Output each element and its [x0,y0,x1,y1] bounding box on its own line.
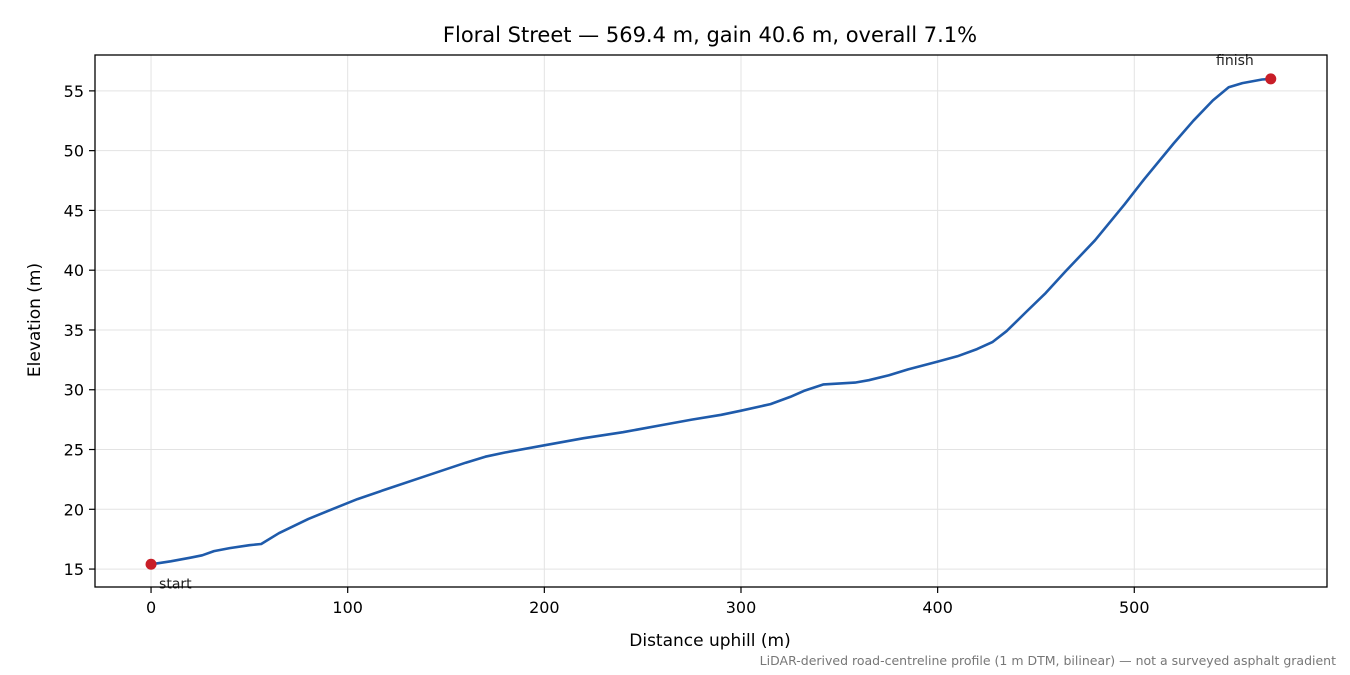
footnote: LiDAR-derived road-centreline profile (1… [760,653,1336,668]
y-tick-label: 50 [64,142,84,161]
y-tick-label: 55 [64,82,84,101]
elevation-line [149,77,1273,566]
x-axis-label: Distance uphill (m) [629,631,790,651]
y-tick-label: 30 [64,381,84,400]
y-tick-label: 40 [64,261,84,280]
plot-frame [94,54,1328,588]
y-tick-label: 35 [64,321,84,340]
x-tick-label: 200 [529,598,560,617]
start-label: start [159,576,192,592]
y-tick-label: 25 [64,441,84,460]
series-layer [149,77,1273,566]
x-tick-label: 500 [1119,598,1150,617]
y-tick-label: 20 [64,500,84,519]
x-tick-label: 100 [332,598,363,617]
chart-title: Floral Street — 569.4 m, gain 40.6 m, ov… [443,23,977,47]
x-tick-label: 300 [726,598,757,617]
grid [95,55,1327,587]
y-axis-label: Elevation (m) [25,263,45,377]
y-tick-label: 15 [64,560,84,579]
y-tick-label: 45 [64,201,84,220]
start-marker [145,558,157,570]
finish-label: finish [1216,53,1254,69]
axis-ticks: 0 100 200 300 400 500 15 20 25 30 35 40 45 50 55 [64,82,1150,617]
marker-layer: start finish [145,53,1277,592]
x-tick-label: 0 [146,598,156,617]
x-tick-label: 400 [922,598,953,617]
finish-marker [1265,73,1277,85]
